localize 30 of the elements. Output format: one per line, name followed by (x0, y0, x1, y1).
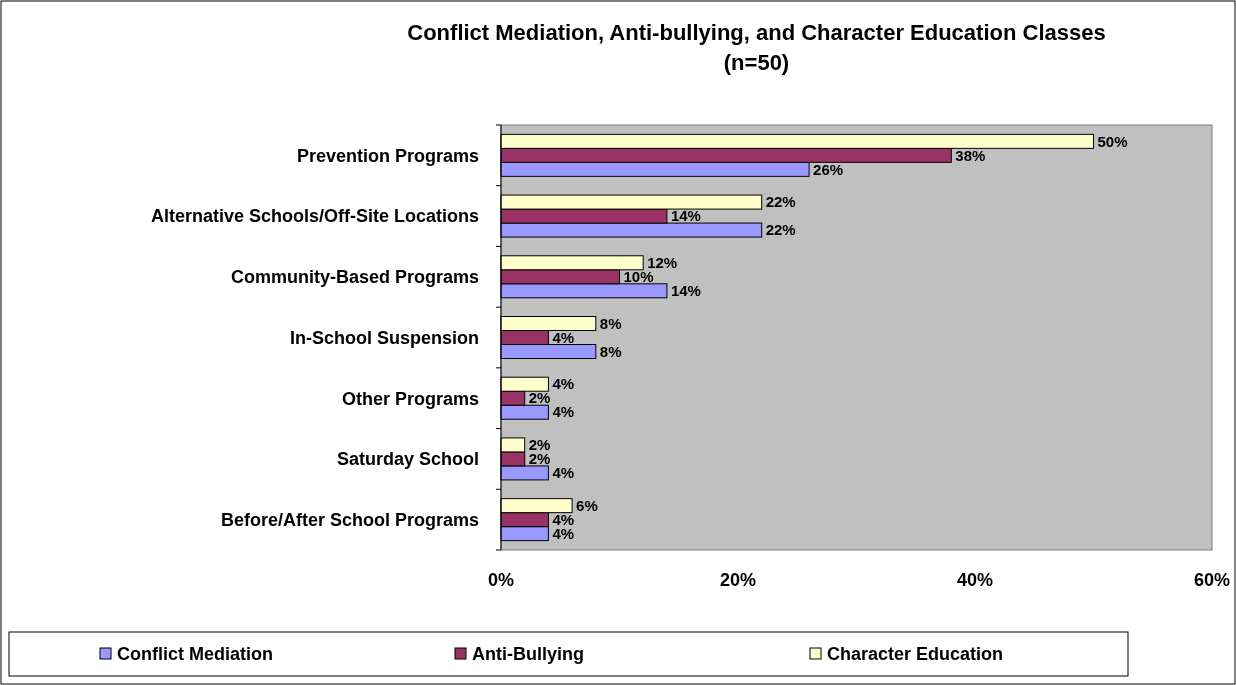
data-label: 6% (576, 496, 598, 514)
y-tick-label: Community-Based Programs (230, 267, 479, 288)
y-tick-label: Other Programs (341, 388, 479, 409)
data-label: 50% (1097, 132, 1128, 150)
x-tick-label: 60% (1193, 570, 1231, 591)
y-tick-label: Prevention Programs (296, 145, 479, 166)
data-label: 22% (765, 193, 796, 211)
data-label: 26% (813, 160, 844, 178)
legend-label: Character Education (827, 644, 1004, 665)
data-label: 4% (552, 328, 575, 346)
data-label: 14% (670, 282, 701, 300)
data-label: 8% (599, 342, 622, 360)
data-label: 2% (528, 389, 551, 407)
y-tick-label: In-School Suspension (289, 327, 479, 348)
data-label: 4% (552, 464, 575, 482)
data-label: 22% (765, 221, 796, 239)
data-label: 8% (599, 314, 622, 332)
data-label: 38% (955, 146, 986, 164)
x-tick-label: 0% (487, 570, 515, 591)
chart-title: Conflict Mediation, Anti-bullying, and Character Education Classes (n=50) (407, 20, 1106, 75)
y-tick-label: Alternative Schools/Off-Site Locations (150, 206, 479, 227)
legend-label: Conflict Mediation (117, 644, 273, 665)
x-tick-label: 40% (956, 570, 994, 591)
y-tick-label: Before/After School Programs (220, 509, 479, 530)
data-label: 4% (552, 403, 575, 421)
y-tick-label: Saturday School (336, 449, 479, 470)
x-tick-label: 20% (719, 570, 757, 591)
data-label: 4% (552, 375, 575, 393)
data-label: 14% (670, 207, 701, 225)
legend-label: Anti-Bullying (472, 644, 584, 665)
